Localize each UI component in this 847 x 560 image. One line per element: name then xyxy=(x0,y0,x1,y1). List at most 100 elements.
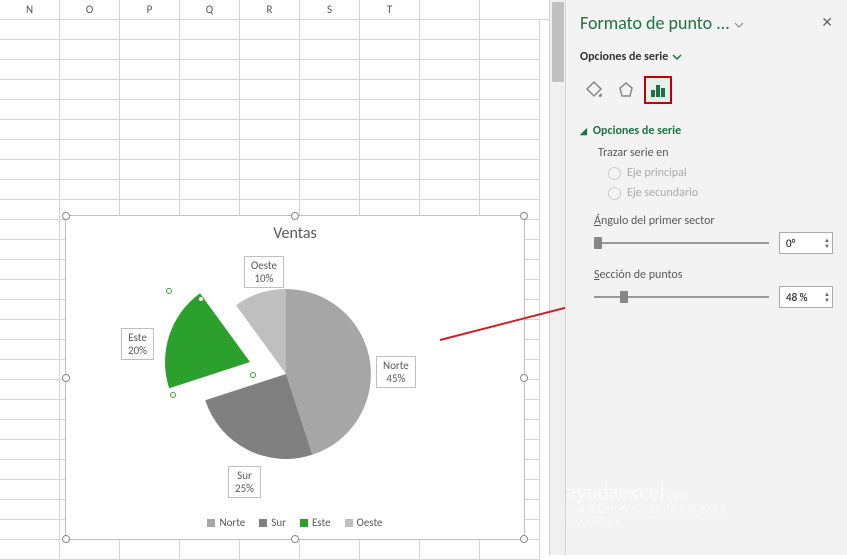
cell[interactable] xyxy=(0,400,60,420)
resize-handle[interactable] xyxy=(291,212,299,220)
cell[interactable] xyxy=(300,120,360,140)
cell[interactable] xyxy=(300,100,360,120)
slice-select-handle[interactable] xyxy=(166,288,172,294)
cell[interactable] xyxy=(0,180,60,200)
cell[interactable] xyxy=(60,160,120,180)
cell[interactable] xyxy=(420,40,480,60)
explosion-value-input[interactable]: 48 % ▲▼ xyxy=(779,286,833,308)
cell[interactable] xyxy=(0,160,60,180)
scrollbar-thumb[interactable] xyxy=(552,2,564,82)
label-oeste[interactable]: Oeste10% xyxy=(244,256,284,288)
cell[interactable] xyxy=(120,20,180,40)
cell[interactable] xyxy=(240,80,300,100)
col-header-r[interactable]: R xyxy=(240,0,300,19)
cell[interactable] xyxy=(120,40,180,60)
cell[interactable] xyxy=(420,100,480,120)
cell[interactable] xyxy=(300,80,360,100)
cell[interactable] xyxy=(240,540,300,560)
cell[interactable] xyxy=(60,540,120,560)
col-header-s[interactable]: S xyxy=(300,0,360,19)
cell[interactable] xyxy=(420,180,480,200)
cell[interactable] xyxy=(0,80,60,100)
cell[interactable] xyxy=(60,40,120,60)
explosion-slider[interactable] xyxy=(594,296,769,298)
chart-title[interactable]: Ventas xyxy=(66,224,524,243)
cell[interactable] xyxy=(300,20,360,40)
cell[interactable] xyxy=(300,180,360,200)
cell[interactable] xyxy=(180,100,240,120)
vertical-scrollbar[interactable] xyxy=(549,0,565,555)
cell[interactable] xyxy=(120,80,180,100)
cell[interactable] xyxy=(0,120,60,140)
cell[interactable] xyxy=(300,540,360,560)
resize-handle[interactable] xyxy=(62,212,70,220)
cell[interactable] xyxy=(300,160,360,180)
cell[interactable] xyxy=(0,100,60,120)
cell[interactable] xyxy=(180,60,240,80)
cell[interactable] xyxy=(0,340,60,360)
spinner-down[interactable]: ▼ xyxy=(824,243,830,249)
cell[interactable] xyxy=(60,20,120,40)
cell[interactable] xyxy=(240,180,300,200)
col-header-p[interactable]: P xyxy=(120,0,180,19)
cell[interactable] xyxy=(180,40,240,60)
cell[interactable] xyxy=(0,320,60,340)
cell[interactable] xyxy=(480,40,540,60)
resize-handle[interactable] xyxy=(291,535,299,543)
cell[interactable] xyxy=(360,80,420,100)
cell[interactable] xyxy=(120,140,180,160)
cell[interactable] xyxy=(420,140,480,160)
cell[interactable] xyxy=(360,140,420,160)
cell[interactable] xyxy=(300,140,360,160)
cell[interactable] xyxy=(60,60,120,80)
cell[interactable] xyxy=(120,160,180,180)
cell[interactable] xyxy=(120,540,180,560)
resize-handle[interactable] xyxy=(62,535,70,543)
cell[interactable] xyxy=(240,120,300,140)
cell[interactable] xyxy=(480,120,540,140)
slice-select-handle[interactable] xyxy=(250,372,256,378)
cell[interactable] xyxy=(0,240,60,260)
cell[interactable] xyxy=(480,180,540,200)
cell[interactable] xyxy=(240,40,300,60)
cell[interactable] xyxy=(360,100,420,120)
cell[interactable] xyxy=(480,100,540,120)
cell[interactable] xyxy=(0,360,60,380)
cell[interactable] xyxy=(360,160,420,180)
cell[interactable] xyxy=(180,180,240,200)
label-norte[interactable]: Norte45% xyxy=(376,356,416,388)
cell[interactable] xyxy=(0,20,60,40)
cell[interactable] xyxy=(300,40,360,60)
col-header-o[interactable]: O xyxy=(60,0,120,19)
col-header-q[interactable]: Q xyxy=(180,0,240,19)
slice-este[interactable] xyxy=(165,293,250,388)
label-este[interactable]: Este20% xyxy=(121,328,154,360)
cell[interactable] xyxy=(240,140,300,160)
slider-thumb[interactable] xyxy=(620,291,628,303)
angle-value-input[interactable]: 0° ▲▼ xyxy=(779,232,833,254)
cell[interactable] xyxy=(240,20,300,40)
cell[interactable] xyxy=(0,200,60,220)
cell[interactable] xyxy=(120,100,180,120)
cell[interactable] xyxy=(480,20,540,40)
legend-item[interactable]: Este xyxy=(300,516,331,529)
series-options-section[interactable]: ◢ Opciones de serie xyxy=(580,124,833,138)
cell[interactable] xyxy=(0,500,60,520)
cell[interactable] xyxy=(480,540,540,560)
cell[interactable] xyxy=(60,80,120,100)
cell[interactable] xyxy=(420,160,480,180)
cell[interactable] xyxy=(0,140,60,160)
legend-item[interactable]: Sur xyxy=(259,516,286,529)
cell[interactable] xyxy=(180,120,240,140)
cell[interactable] xyxy=(240,100,300,120)
cell[interactable] xyxy=(360,120,420,140)
cell[interactable] xyxy=(180,140,240,160)
angle-slider[interactable] xyxy=(594,242,769,244)
slice-select-handle[interactable] xyxy=(198,296,204,302)
cell[interactable] xyxy=(180,80,240,100)
cell[interactable] xyxy=(0,420,60,440)
cell[interactable] xyxy=(360,40,420,60)
cell[interactable] xyxy=(240,160,300,180)
series-options-dropdown[interactable]: Opciones de serie xyxy=(580,50,833,64)
cell[interactable] xyxy=(420,120,480,140)
